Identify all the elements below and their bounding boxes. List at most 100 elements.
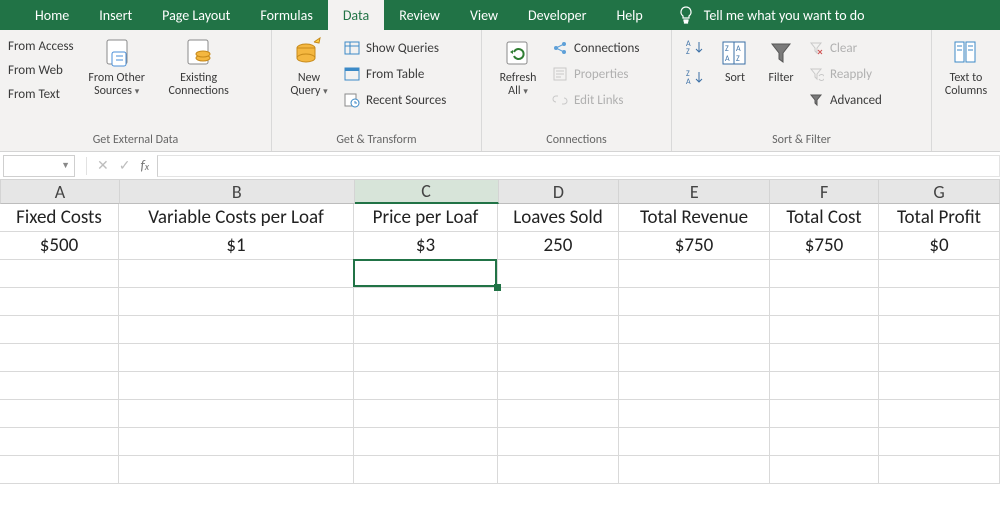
column-header-G[interactable]: G bbox=[879, 180, 1000, 204]
cell-F2[interactable]: $750 bbox=[770, 232, 879, 260]
from-access-button[interactable]: From Access bbox=[8, 36, 74, 56]
cell-G6[interactable] bbox=[879, 344, 1000, 372]
cell-F10[interactable] bbox=[770, 456, 879, 484]
cell-D9[interactable] bbox=[498, 428, 619, 456]
cell-D10[interactable] bbox=[498, 456, 619, 484]
tab-home[interactable]: Home bbox=[20, 0, 84, 30]
tab-formulas[interactable]: Formulas bbox=[245, 0, 327, 30]
cell-D7[interactable] bbox=[498, 372, 619, 400]
cell-E8[interactable] bbox=[619, 400, 770, 428]
cell-G3[interactable] bbox=[879, 260, 1000, 288]
cell-D8[interactable] bbox=[498, 400, 619, 428]
existing-connections-button[interactable]: ExistingConnections bbox=[156, 34, 242, 98]
cell-C5[interactable] bbox=[354, 316, 498, 344]
tab-page-layout[interactable]: Page Layout bbox=[147, 0, 245, 30]
column-header-C[interactable]: C bbox=[355, 180, 499, 204]
cell-F6[interactable] bbox=[770, 344, 879, 372]
cell-C2[interactable]: $3 bbox=[354, 232, 498, 260]
cell-F8[interactable] bbox=[770, 400, 879, 428]
cell-B10[interactable] bbox=[119, 456, 354, 484]
cell-C4[interactable] bbox=[354, 288, 498, 316]
cell-C8[interactable] bbox=[354, 400, 498, 428]
cell-G2[interactable]: $0 bbox=[879, 232, 1000, 260]
name-box[interactable]: ▼ bbox=[3, 155, 75, 177]
cell-E6[interactable] bbox=[619, 344, 770, 372]
cell-B8[interactable] bbox=[119, 400, 354, 428]
column-header-F[interactable]: F bbox=[770, 180, 879, 204]
advanced-button[interactable]: Advanced bbox=[804, 88, 886, 112]
formula-input[interactable] bbox=[157, 155, 1000, 177]
cell-A10[interactable] bbox=[0, 456, 119, 484]
from-table-button[interactable]: From Table bbox=[340, 62, 450, 86]
cell-B6[interactable] bbox=[119, 344, 354, 372]
cell-F5[interactable] bbox=[770, 316, 879, 344]
cell-D4[interactable] bbox=[498, 288, 619, 316]
column-header-B[interactable]: B bbox=[120, 180, 355, 204]
cell-F1[interactable]: Total Cost bbox=[770, 204, 879, 232]
filter-button[interactable]: Filter bbox=[758, 34, 804, 85]
cell-F3[interactable] bbox=[770, 260, 879, 288]
new-query-button[interactable]: NewQuery ▾ bbox=[278, 34, 340, 98]
cell-E1[interactable]: Total Revenue bbox=[619, 204, 770, 232]
cell-B9[interactable] bbox=[119, 428, 354, 456]
cell-F4[interactable] bbox=[770, 288, 879, 316]
cell-C3[interactable] bbox=[354, 260, 498, 288]
cell-E2[interactable]: $750 bbox=[619, 232, 770, 260]
cell-G9[interactable] bbox=[879, 428, 1000, 456]
from-other-sources-button[interactable]: From OtherSources ▾ bbox=[78, 34, 156, 98]
cell-A4[interactable] bbox=[0, 288, 119, 316]
refresh-all-button[interactable]: RefreshAll ▾ bbox=[488, 34, 548, 98]
cell-D3[interactable] bbox=[498, 260, 619, 288]
tab-data[interactable]: Data bbox=[328, 0, 384, 30]
show-queries-button[interactable]: Show Queries bbox=[340, 36, 450, 60]
tab-help[interactable]: Help bbox=[601, 0, 657, 30]
cell-A8[interactable] bbox=[0, 400, 119, 428]
cell-G8[interactable] bbox=[879, 400, 1000, 428]
cell-B4[interactable] bbox=[119, 288, 354, 316]
tell-me-search[interactable]: Tell me what you want to do bbox=[658, 0, 875, 30]
from-text-button[interactable]: From Text bbox=[8, 84, 74, 104]
cell-A2[interactable]: $500 bbox=[0, 232, 119, 260]
column-header-A[interactable]: A bbox=[1, 180, 120, 204]
cell-F7[interactable] bbox=[770, 372, 879, 400]
cell-E3[interactable] bbox=[619, 260, 770, 288]
cell-B2[interactable]: $1 bbox=[119, 232, 354, 260]
cell-C9[interactable] bbox=[354, 428, 498, 456]
cell-A1[interactable]: Fixed Costs bbox=[0, 204, 119, 232]
from-web-button[interactable]: From Web bbox=[8, 60, 74, 80]
cell-D6[interactable] bbox=[498, 344, 619, 372]
cell-G5[interactable] bbox=[879, 316, 1000, 344]
recent-sources-button[interactable]: Recent Sources bbox=[340, 88, 450, 112]
tab-view[interactable]: View bbox=[455, 0, 513, 30]
tab-review[interactable]: Review bbox=[384, 0, 455, 30]
cell-G7[interactable] bbox=[879, 372, 1000, 400]
column-header-E[interactable]: E bbox=[619, 180, 770, 204]
cell-C10[interactable] bbox=[354, 456, 498, 484]
cell-G1[interactable]: Total Profit bbox=[879, 204, 1000, 232]
cell-A5[interactable] bbox=[0, 316, 119, 344]
cell-G10[interactable] bbox=[879, 456, 1000, 484]
cell-B7[interactable] bbox=[119, 372, 354, 400]
cell-C1[interactable]: Price per Loaf bbox=[354, 204, 498, 232]
sort-asc-button[interactable]: AZ bbox=[686, 38, 706, 62]
sort-desc-button[interactable]: ZA bbox=[686, 68, 706, 92]
cell-A7[interactable] bbox=[0, 372, 119, 400]
cell-B3[interactable] bbox=[119, 260, 354, 288]
name-box-dropdown-icon[interactable]: ▼ bbox=[61, 160, 70, 171]
cell-E10[interactable] bbox=[619, 456, 770, 484]
column-header-D[interactable]: D bbox=[499, 180, 620, 204]
cell-D1[interactable]: Loaves Sold bbox=[498, 204, 619, 232]
text-to-columns-button[interactable]: Text toColumns bbox=[938, 34, 994, 98]
cell-G4[interactable] bbox=[879, 288, 1000, 316]
tab-insert[interactable]: Insert bbox=[84, 0, 147, 30]
cell-D5[interactable] bbox=[498, 316, 619, 344]
tab-developer[interactable]: Developer bbox=[513, 0, 601, 30]
cell-E7[interactable] bbox=[619, 372, 770, 400]
cell-B1[interactable]: Variable Costs per Loaf bbox=[119, 204, 354, 232]
cell-B5[interactable] bbox=[119, 316, 354, 344]
spreadsheet-grid[interactable]: ABCDEFG Fixed CostsVariable Costs per Lo… bbox=[0, 180, 1000, 484]
cell-A3[interactable] bbox=[0, 260, 119, 288]
fx-icon[interactable]: fx bbox=[140, 157, 149, 174]
sort-button[interactable]: ZAAZ Sort bbox=[712, 34, 758, 85]
cell-C7[interactable] bbox=[354, 372, 498, 400]
